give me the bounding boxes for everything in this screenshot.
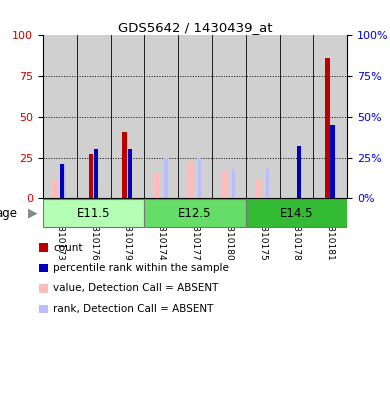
Text: value, Detection Call = ABSENT: value, Detection Call = ABSENT xyxy=(53,283,219,294)
Bar xyxy=(280,35,313,198)
FancyBboxPatch shape xyxy=(144,199,246,227)
Bar xyxy=(255,179,261,198)
Bar xyxy=(178,35,212,198)
Bar xyxy=(60,164,64,198)
Bar xyxy=(110,35,144,198)
Text: rank, Detection Call = ABSENT: rank, Detection Call = ABSENT xyxy=(53,304,214,314)
FancyBboxPatch shape xyxy=(43,199,144,227)
Bar xyxy=(266,169,269,198)
Bar xyxy=(77,35,110,198)
Bar xyxy=(122,132,127,198)
Bar xyxy=(188,162,194,198)
Bar xyxy=(89,154,93,198)
Bar xyxy=(296,146,301,198)
Title: GDS5642 / 1430439_at: GDS5642 / 1430439_at xyxy=(118,21,272,34)
Text: percentile rank within the sample: percentile rank within the sample xyxy=(53,263,229,273)
Bar xyxy=(154,174,160,198)
Bar xyxy=(232,169,235,198)
Text: E11.5: E11.5 xyxy=(77,207,110,220)
Text: count: count xyxy=(53,242,83,253)
Bar xyxy=(43,35,77,198)
Bar xyxy=(144,35,178,198)
Bar xyxy=(246,35,280,198)
Bar xyxy=(325,58,330,198)
Bar xyxy=(52,179,58,198)
Bar xyxy=(94,149,98,198)
Bar xyxy=(63,164,66,198)
FancyBboxPatch shape xyxy=(246,199,347,227)
Text: E14.5: E14.5 xyxy=(280,207,313,220)
Bar xyxy=(222,172,227,198)
Text: E12.5: E12.5 xyxy=(178,207,212,220)
Text: age: age xyxy=(0,207,18,220)
Bar xyxy=(128,149,132,198)
Bar xyxy=(198,158,201,198)
Text: ▶: ▶ xyxy=(28,207,38,220)
Bar xyxy=(212,35,246,198)
Bar xyxy=(330,125,335,198)
Bar xyxy=(164,158,168,198)
Bar xyxy=(313,35,347,198)
